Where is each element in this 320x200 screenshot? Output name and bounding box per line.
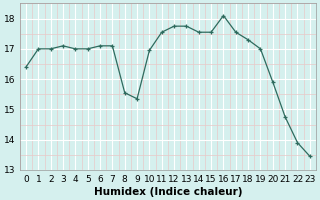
X-axis label: Humidex (Indice chaleur): Humidex (Indice chaleur) bbox=[94, 187, 242, 197]
